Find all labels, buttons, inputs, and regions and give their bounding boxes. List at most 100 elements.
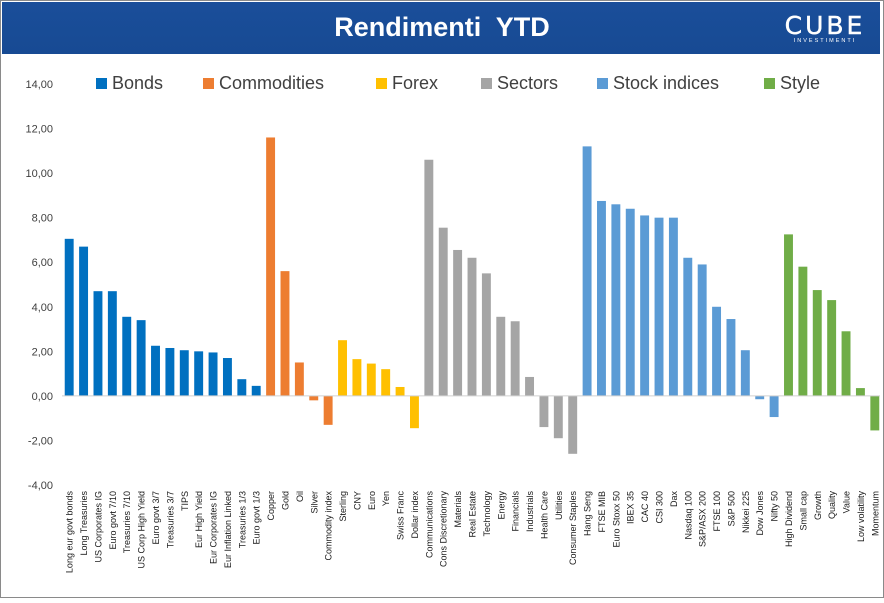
bar [597,200,606,396]
x-tick-label: CSI 300 [655,491,665,524]
legend-swatch [764,78,775,89]
y-tick-label: 0,00 [32,391,53,403]
logo-subtext: INVESTIMENTI [793,38,857,44]
bar [179,350,189,396]
bar [151,345,160,396]
x-tick-label: Euro govt 3/7 [151,491,161,545]
x-tick-label: Low volatility [856,491,866,543]
x-tick-label: Euro [367,491,377,510]
bar [827,300,837,396]
x-tick-label: Treasuries 7/10 [122,491,132,553]
bar [409,395,419,429]
bar [611,204,621,396]
x-tick-label: CNY [352,491,362,510]
x-tick-label: Financials [511,491,521,532]
bar [496,316,506,396]
x-tick-label: Commodity index [324,491,334,561]
x-tick-label: Communications [424,491,434,559]
legend-swatch [597,78,608,89]
x-tick-label: TIPS [180,491,190,511]
bar [107,291,117,396]
bar [798,266,808,396]
x-tick-label: IBEX 35 [626,491,636,524]
bar [424,159,434,396]
x-tick-label: Nasdaq 100 [683,491,693,540]
legend-swatch [481,78,492,89]
x-tick-label: FTSE MIB [597,491,607,533]
x-tick-label: Euro govt 7/10 [108,491,118,550]
bar [740,350,750,396]
x-tick-label: Consumer Staples [568,491,578,566]
bar [194,351,204,396]
x-tick-label: Sterling [338,491,348,522]
bar [64,238,74,396]
x-tick-label: Copper [266,491,276,521]
bar [395,386,405,396]
bar [697,264,707,396]
y-tick-label: 4,00 [32,302,53,314]
x-tick-label: Yen [381,491,391,506]
bar [338,340,347,396]
bar [208,352,218,396]
bar [769,395,779,418]
legend-label: Sectors [497,73,558,93]
bar [582,146,592,396]
x-tick-label: High Dividend [784,491,794,547]
x-tick-label: Treasuries 1/3 [237,491,247,548]
bar [453,249,463,396]
y-tick-label: 14,00 [25,79,53,91]
x-tick-label: Hang Seng [583,491,593,536]
x-tick-label: Long Treasuries [79,491,89,556]
bar [510,321,520,396]
bar [654,217,664,396]
bar [222,358,232,396]
y-tick-label: 12,00 [25,124,53,136]
x-tick-label: Health Care [539,491,549,539]
y-tick-label: -4,00 [28,480,53,492]
bar [79,246,89,396]
legend-swatch [376,78,387,89]
bar-chart: -4,00 -2,00 0,00 2,00 4,00 6,00 8,00 10,00 12,00… [25,73,880,574]
x-tick-label: Treasuries 3/7 [165,491,175,548]
bar [726,319,736,396]
x-tick-label: Nikkei 225 [741,491,751,533]
x-tick-label: Long eur govt bonds [65,491,75,574]
x-tick-label: CAC 40 [640,491,650,523]
bar [668,217,678,396]
cube-logo: CUBE INVESTIMENTI [778,11,872,44]
bar [568,395,578,454]
bar [323,395,333,425]
legend-swatch [203,78,214,89]
x-tick-label: Dollar index [410,491,420,539]
legend-label: Style [780,73,820,93]
x-tick-label: Eur Inflation Linked [223,491,233,568]
bar [625,208,635,396]
chart-area: -4,00 -2,00 0,00 2,00 4,00 6,00 8,00 10,00 12,00… [0,54,884,598]
x-tick-label: S&P 500 [726,491,736,526]
x-tick-label: Real Estate [468,491,478,538]
x-tick-label: Materials [453,491,463,528]
x-tick-label: Oil [295,491,305,502]
bar [381,369,391,396]
bar [93,291,103,396]
x-tick-label: US Corp High Yield [137,491,147,569]
y-tick-label: 10,00 [25,168,53,180]
x-tick-label: Dow Jones [755,491,765,536]
bar [525,376,535,396]
bar [266,137,276,396]
legend-label: Stock indices [613,73,719,93]
x-tick-label: S&P/ASX 200 [698,491,708,547]
y-tick-label: -2,00 [28,435,53,447]
bar [784,234,793,396]
legend-label: Bonds [112,73,163,93]
legend-label: Forex [392,73,438,93]
x-tick-label: Growth [813,491,823,520]
bar [855,388,865,396]
title-banner [2,2,880,54]
x-tick-label: Utilities [554,491,564,521]
x-tick-label: Technology [482,491,492,537]
bar [366,363,376,396]
bar [812,290,822,396]
chart-title: Rendimenti YTD [334,12,550,42]
x-tick-label: Gold [280,491,290,510]
